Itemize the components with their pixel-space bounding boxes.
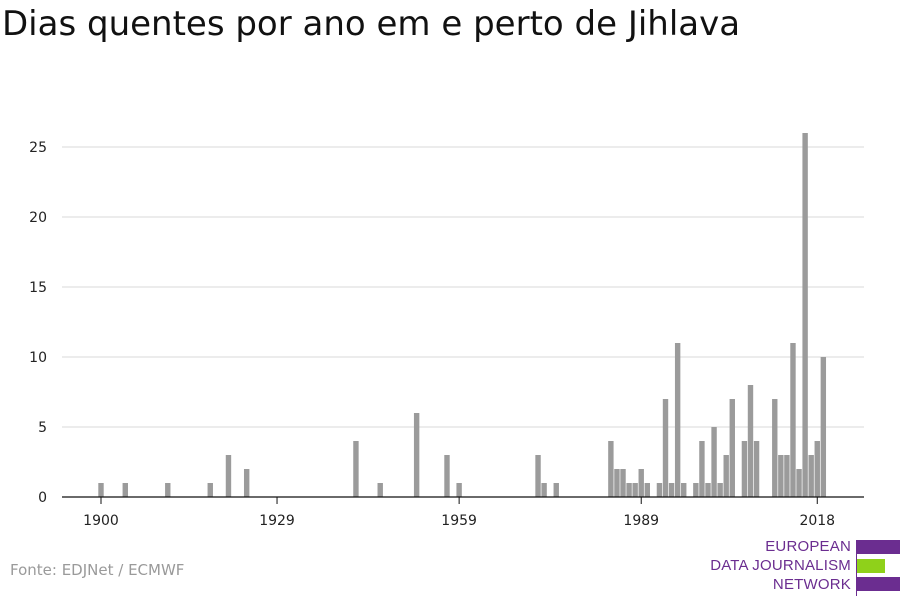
bar-1946[interactable] [377,483,383,497]
bar-1985[interactable] [614,469,620,497]
bar-2003[interactable] [723,455,729,497]
x-tick-label: 1929 [259,513,295,529]
bar-1998[interactable] [693,483,699,497]
x-tick-label: 1900 [83,513,119,529]
bar-1911[interactable] [165,483,171,497]
bar-2012[interactable] [778,455,784,497]
bar-1988[interactable] [632,483,638,497]
x-tick-label: 1959 [441,513,477,529]
y-axis-ticks: 0 5 10 15 20 25 [29,140,47,506]
logo-bar-bottom [857,577,900,591]
logo-line-1: EUROPEAN [765,538,851,555]
bar-2001[interactable] [711,427,717,497]
bar-2013[interactable] [784,455,790,497]
bar-2002[interactable] [717,483,723,497]
bar-2017[interactable] [808,455,814,497]
bar-1900[interactable] [98,483,104,497]
bar-1957[interactable] [444,455,450,497]
logo-divider [856,540,857,596]
logo-line-3: NETWORK [772,576,851,593]
bar-1972[interactable] [535,455,541,497]
logo-bar-top [857,540,900,554]
bar-2014[interactable] [790,343,796,497]
bar-1904[interactable] [122,483,128,497]
bar-1952[interactable] [413,413,420,497]
bars [98,133,827,497]
bar-1996[interactable] [681,483,687,497]
x-tick-label: 1989 [623,513,659,529]
source-note: Fonte: EDJNet / ECMWF [10,561,185,579]
bar-2016[interactable] [802,133,808,497]
bar-1924[interactable] [243,469,250,497]
bar-1990[interactable] [644,483,650,497]
bar-2011[interactable] [772,399,778,497]
logo-line-2: DATA JOURNALISM [710,557,851,574]
bar-1999[interactable] [699,441,705,497]
gridlines [62,146,864,428]
bar-1993[interactable] [662,399,669,497]
y-tick-label: 15 [29,280,47,296]
bar-1987[interactable] [626,483,632,497]
y-tick-label: 20 [29,210,47,226]
bar-2019[interactable] [820,357,827,497]
y-tick-label: 25 [29,140,47,156]
edjnet-logo[interactable]: EUROPEAN DATA JOURNALISM NETWORK [700,538,900,596]
bar-1994[interactable] [668,483,675,497]
x-tick-label: 2018 [799,513,835,529]
bar-2018[interactable] [814,441,820,497]
bar-2007[interactable] [747,385,754,497]
bar-2000[interactable] [705,483,711,497]
bar-1992[interactable] [656,483,663,497]
bar-1921[interactable] [225,455,232,497]
logo-bar-middle [857,559,885,573]
bar-1975[interactable] [553,483,559,497]
y-tick-label: 10 [29,350,47,366]
x-axis-ticks: 1900 1929 1959 1989 2018 [83,497,835,529]
bar-1918[interactable] [207,483,213,497]
bar-1984[interactable] [608,441,614,497]
bar-1989[interactable] [638,469,644,497]
y-tick-label: 0 [38,490,47,506]
bar-1986[interactable] [620,469,626,497]
bar-2008[interactable] [753,441,760,497]
bar-2004[interactable] [729,399,735,497]
y-tick-label: 5 [38,420,47,436]
bar-1973[interactable] [541,483,547,497]
bar-1995[interactable] [674,343,681,497]
bar-1942[interactable] [353,441,359,497]
bar-2006[interactable] [741,441,748,497]
bar-1959[interactable] [456,483,462,497]
chart-title: Dias quentes por ano em e perto de Jihla… [2,4,741,44]
bar-2015[interactable] [796,469,802,497]
